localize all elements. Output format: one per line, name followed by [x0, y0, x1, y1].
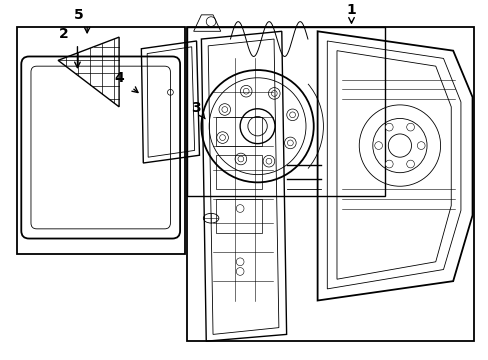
Bar	[186, 27, 385, 196]
Circle shape	[416, 142, 424, 149]
Text: 3: 3	[190, 100, 200, 114]
Circle shape	[235, 153, 246, 165]
Bar	[216, 199, 262, 233]
Circle shape	[240, 85, 251, 97]
Circle shape	[219, 104, 230, 115]
Text: 5: 5	[73, 8, 83, 22]
Bar	[18, 27, 184, 254]
Circle shape	[406, 160, 414, 168]
Bar	[216, 117, 262, 145]
Text: 2: 2	[59, 27, 69, 41]
Circle shape	[374, 142, 382, 149]
Circle shape	[268, 87, 280, 99]
Text: 4: 4	[114, 71, 124, 85]
Circle shape	[385, 123, 392, 131]
Circle shape	[284, 137, 296, 149]
Circle shape	[406, 123, 414, 131]
Bar	[216, 155, 262, 189]
Circle shape	[263, 156, 274, 167]
Circle shape	[385, 160, 392, 168]
Circle shape	[216, 132, 228, 143]
Bar	[186, 27, 473, 341]
Circle shape	[286, 109, 298, 121]
Text: 1: 1	[346, 3, 356, 17]
